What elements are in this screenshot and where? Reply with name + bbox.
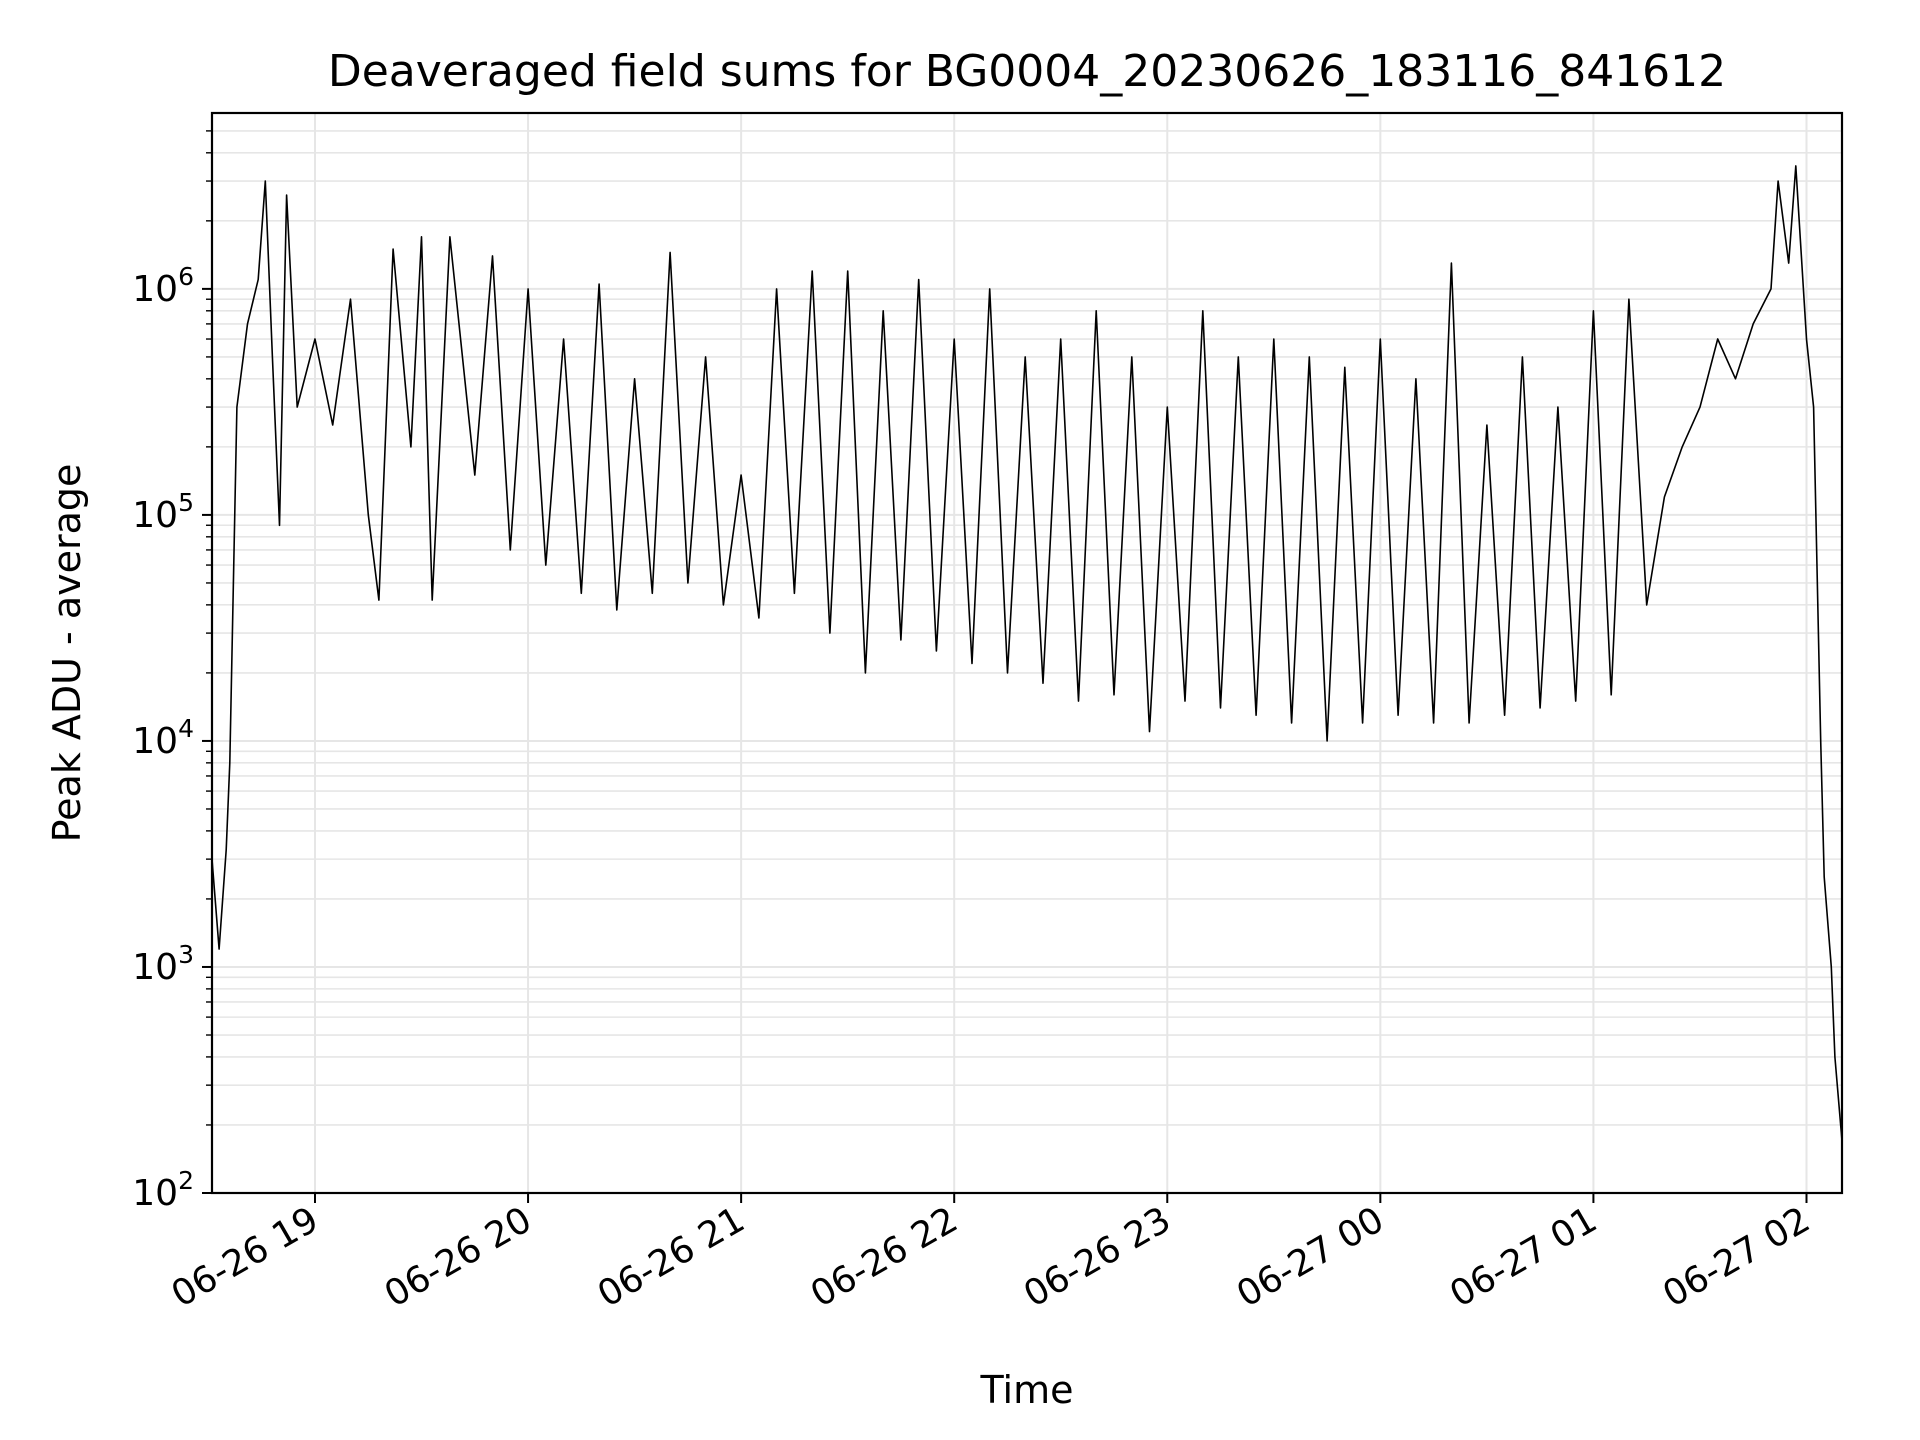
x-axis-label: Time [980,1368,1074,1412]
x-tick-label: 06-26 21 [591,1199,752,1315]
y-tick-label: 103 [132,940,194,988]
y-tick-label: 102 [132,1166,194,1214]
x-tick-label: 06-27 02 [1656,1199,1817,1315]
grid [212,113,1842,1194]
y-tick-label: 104 [132,714,194,762]
y-tick-label: 106 [132,262,194,310]
series-line [211,165,1843,1141]
x-tick-label: 06-26 22 [804,1199,965,1315]
series-layer [211,165,1843,1141]
x-axis: 06-26 19 06-26 20 06-26 21 06-26 22 06-26 23… [165,1193,1817,1316]
x-tick-label: 06-27 00 [1230,1199,1391,1315]
y-axis-label: Peak ADU - average [45,464,89,843]
x-tick-label: 06-26 20 [378,1199,539,1315]
x-tick-label: 06-27 01 [1443,1199,1604,1315]
plot-area-frame [210,111,1844,1195]
y-tick-label: 105 [132,488,194,536]
chart-title: Deaveraged field sums for BG0004_2023062… [328,46,1726,97]
y-axis: 102 103 104 105 106 [132,130,212,1214]
x-tick-label: 06-26 23 [1017,1199,1178,1315]
x-tick-label: 06-26 19 [165,1199,326,1315]
